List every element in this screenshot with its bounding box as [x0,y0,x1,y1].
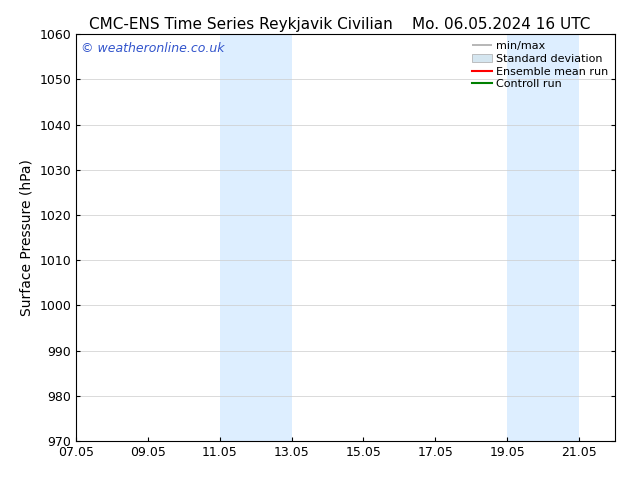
Bar [220,34,292,441]
Text: Mo. 06.05.2024 16 UTC: Mo. 06.05.2024 16 UTC [411,17,590,32]
Legend: min/max, Standard deviation, Ensemble mean run, Controll run: min/max, Standard deviation, Ensemble me… [469,38,612,93]
Text: © weatheronline.co.uk: © weatheronline.co.uk [81,43,225,55]
Text: CMC-ENS Time Series Reykjavik Civilian: CMC-ENS Time Series Reykjavik Civilian [89,17,393,32]
Y-axis label: Surface Pressure (hPa): Surface Pressure (hPa) [20,159,34,316]
Bar [507,34,579,441]
